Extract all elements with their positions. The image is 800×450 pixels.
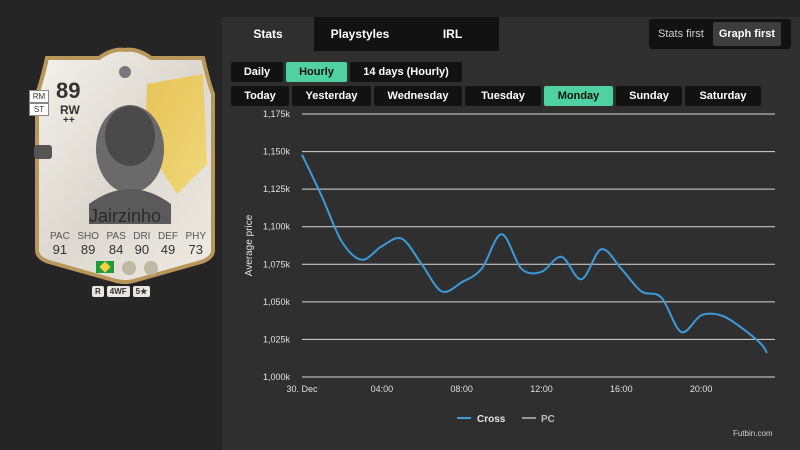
x-tick-label: 12:00 [530, 384, 553, 394]
card-alt-position-1: RM [29, 90, 49, 103]
y-axis-label: Average price [244, 214, 255, 276]
stat-pac: PAC 91 [50, 231, 70, 257]
tab-stats[interactable]: Stats [222, 17, 314, 51]
x-tick-label: 04:00 [371, 384, 394, 394]
graph-first-button[interactable]: Graph first [712, 22, 782, 46]
y-tick-label: 1,025k [263, 334, 291, 344]
y-tick-label: 1,050k [263, 297, 291, 307]
player-card [35, 47, 215, 284]
y-tick-label: 1,125k [263, 184, 291, 194]
y-tick-label: 1,100k [263, 222, 291, 232]
flag-icon [96, 261, 114, 273]
card-icons-row [96, 261, 158, 275]
legend-label-cross: Cross [477, 414, 506, 425]
y-tick-label: 1,150k [263, 147, 291, 157]
day-sunday-button[interactable]: Sunday [616, 86, 682, 106]
player-card-panel: 89 RM ST RW ++ Jairzinho PAC 91 SHO 89 PAS… [0, 0, 222, 450]
day-today-button[interactable]: Today [231, 86, 289, 106]
y-tick-label: 1,000k [263, 372, 291, 382]
stat-sho: SHO 89 [77, 231, 99, 257]
card-position: RW [60, 103, 80, 117]
club-icon [144, 261, 158, 275]
day-tuesday-button[interactable]: Tuesday [465, 86, 541, 106]
y-tick-label: 1,075k [263, 259, 291, 269]
x-tick-label: 20:00 [690, 384, 713, 394]
stat-def: DEF 49 [157, 231, 178, 257]
x-tick-label: 08:00 [450, 384, 473, 394]
stats-first-button[interactable]: Stats first [658, 28, 704, 40]
card-rating: 89 [56, 78, 81, 103]
view-toggle: Stats first Graph first [649, 19, 791, 49]
period-buttons: Daily Hourly 14 days (Hourly) [231, 62, 462, 82]
day-yesterday-button[interactable]: Yesterday [292, 86, 371, 106]
day-saturday-button[interactable]: Saturday [685, 86, 761, 106]
stat-phy: PHY 73 [185, 231, 206, 257]
series-line-cross [301, 154, 768, 354]
badge-foot: R [92, 286, 104, 297]
card-position-plus: ++ [63, 115, 75, 126]
stat-pas: PAS 84 [106, 231, 126, 257]
card-stats: PAC 91 SHO 89 PAS 84 DRI 90 DEF 49 PHY 73 [50, 231, 206, 257]
legend-label-pc: PC [541, 414, 555, 425]
day-buttons: Today Yesterday Wednesday Tuesday Monday… [231, 86, 761, 106]
x-tick-label: 30. Dec [286, 384, 318, 394]
y-tick-label: 1,175k [263, 109, 291, 119]
watermark: Futbin.com [733, 429, 773, 438]
day-wednesday-button[interactable]: Wednesday [374, 86, 462, 106]
playstyle-icon [34, 145, 52, 159]
price-chart: 1,000k 1,025k 1,050k 1,075k 1,100k 1,125k 1,15… [244, 109, 775, 425]
stat-dri: DRI 90 [133, 231, 151, 257]
league-icon [122, 261, 136, 275]
card-alt-position-2: ST [29, 103, 49, 116]
day-monday-button[interactable]: Monday [544, 86, 613, 106]
period-hourly-button[interactable]: Hourly [286, 62, 347, 82]
card-badges: R 4WF 5★ [92, 286, 151, 297]
period-14days-button[interactable]: 14 days (Hourly) [350, 62, 462, 82]
badge-skills: 5★ [132, 286, 151, 297]
tab-playstyles[interactable]: Playstyles [314, 17, 406, 51]
tab-irl[interactable]: IRL [406, 17, 499, 51]
badge-weak-foot: 4WF [106, 286, 130, 297]
period-daily-button[interactable]: Daily [231, 62, 283, 82]
panel-tabs: Stats Playstyles IRL [222, 17, 499, 51]
card-player-name: Jairzinho [88, 206, 162, 226]
x-tick-label: 16:00 [610, 384, 633, 394]
